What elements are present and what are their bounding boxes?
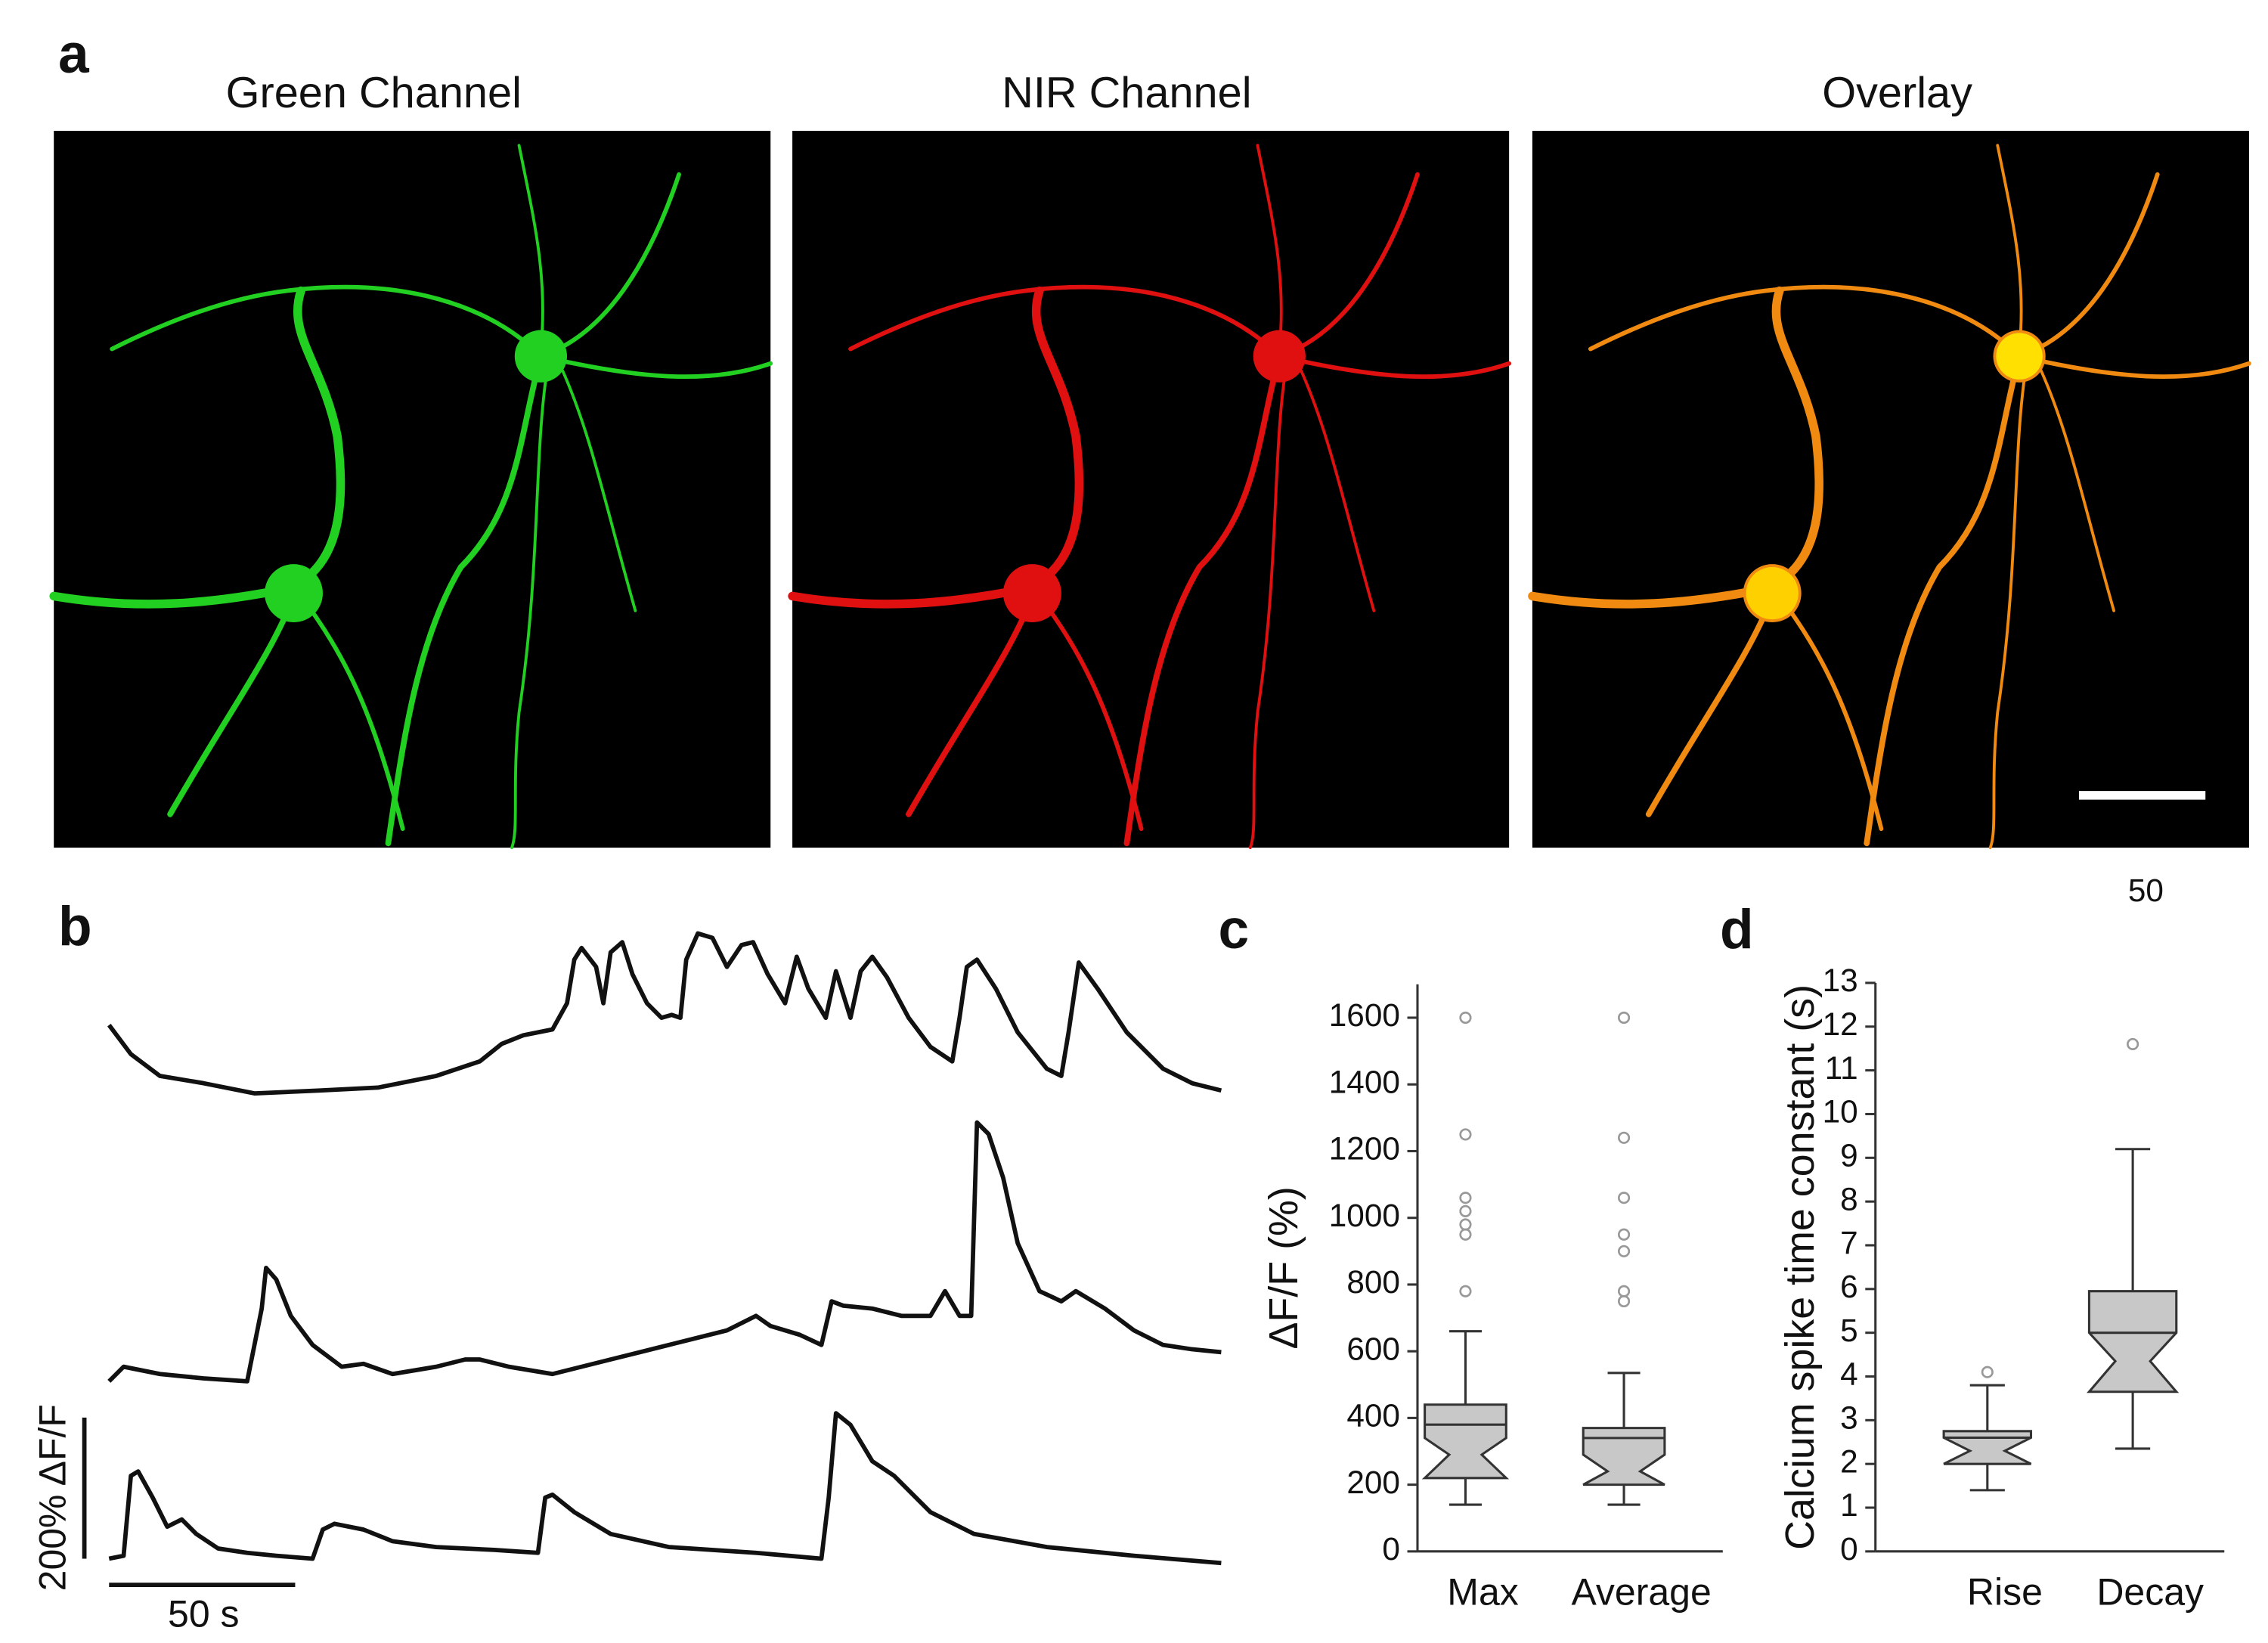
y-tick-label: 1 <box>1840 1487 1858 1523</box>
y-tick-label: 1400 <box>1329 1064 1400 1099</box>
box <box>2087 1290 2180 1393</box>
trace <box>107 931 1222 1096</box>
y-tick-label: 13 <box>1823 963 1858 998</box>
outlier <box>1459 1285 1472 1297</box>
image-title: Green Channel <box>226 69 522 117</box>
trace <box>107 1120 1222 1384</box>
panel-label: d <box>1720 899 1754 960</box>
y-tick-label: 11 <box>1825 1050 1858 1086</box>
panel-label: a <box>58 23 90 85</box>
y-tick-label: 0 <box>1840 1531 1858 1567</box>
y-tick-label: 12 <box>1823 1006 1858 1042</box>
y-tick-label: 600 <box>1346 1331 1400 1366</box>
y-tick-label: 9 <box>1840 1137 1858 1173</box>
outlier <box>1459 1128 1472 1141</box>
outlier <box>1617 1192 1631 1204</box>
box <box>1582 1427 1666 1486</box>
y-tick-label: 5 <box>1840 1313 1858 1348</box>
panel-label: b <box>58 896 92 957</box>
soma-yellow <box>1746 566 1799 620</box>
y-tick-label: 2 <box>1840 1443 1858 1479</box>
y-tick-label: 6 <box>1840 1269 1858 1304</box>
image-title: NIR Channel <box>1002 69 1251 117</box>
trace <box>108 1411 1222 1566</box>
outlier <box>1617 1285 1631 1297</box>
scale-bar-label: 50 <box>2128 873 2164 908</box>
y-tick-label: 4 <box>1840 1356 1858 1392</box>
outlier <box>2127 1037 2139 1051</box>
outlier <box>1459 1192 1472 1204</box>
nir-image <box>792 131 1510 848</box>
image-title: Overlay <box>1822 69 1972 117</box>
y-tick-label: 0 <box>1382 1531 1400 1567</box>
outlier <box>1459 1218 1472 1231</box>
outlier <box>1459 1204 1472 1217</box>
box <box>1942 1430 2033 1465</box>
y-tick-label: 1200 <box>1329 1131 1400 1167</box>
soma-yellow <box>1996 333 2043 380</box>
box <box>1421 1403 1510 1480</box>
panel-label: c <box>1219 899 1250 960</box>
y-tick-label: 200 <box>1346 1465 1400 1500</box>
outlier <box>1459 1011 1472 1025</box>
x-tick-label: Decay <box>2096 1571 2204 1614</box>
overlay-image <box>1532 131 2249 848</box>
y-axis-title: Calcium spike time constant (s) <box>1777 984 1823 1550</box>
y-tick-label: 800 <box>1346 1264 1400 1300</box>
y-tick-label: 1600 <box>1329 997 1400 1033</box>
x-tick-label: Average <box>1571 1571 1711 1614</box>
scale-y-label: 200% ΔF/F <box>31 1404 73 1591</box>
outlier <box>1617 1228 1631 1241</box>
outlier <box>1981 1366 1994 1378</box>
y-tick-label: 400 <box>1346 1398 1400 1434</box>
y-tick-label: 10 <box>1823 1094 1858 1130</box>
scale-x-label: 50 s <box>168 1593 239 1635</box>
x-tick-label: Rise <box>1967 1571 2043 1614</box>
y-tick-label: 7 <box>1840 1225 1858 1260</box>
outlier <box>1617 1245 1631 1257</box>
green-image <box>54 131 771 848</box>
y-tick-label: 3 <box>1840 1400 1858 1436</box>
outlier <box>1617 1294 1631 1308</box>
outlier <box>1617 1131 1631 1144</box>
y-tick-label: 1000 <box>1329 1198 1400 1233</box>
y-axis-title: ΔF/F (%) <box>1261 1186 1306 1349</box>
outlier <box>1459 1228 1472 1241</box>
y-tick-label: 8 <box>1840 1181 1858 1217</box>
x-tick-label: Max <box>1447 1571 1518 1614</box>
outlier <box>1617 1011 1631 1025</box>
